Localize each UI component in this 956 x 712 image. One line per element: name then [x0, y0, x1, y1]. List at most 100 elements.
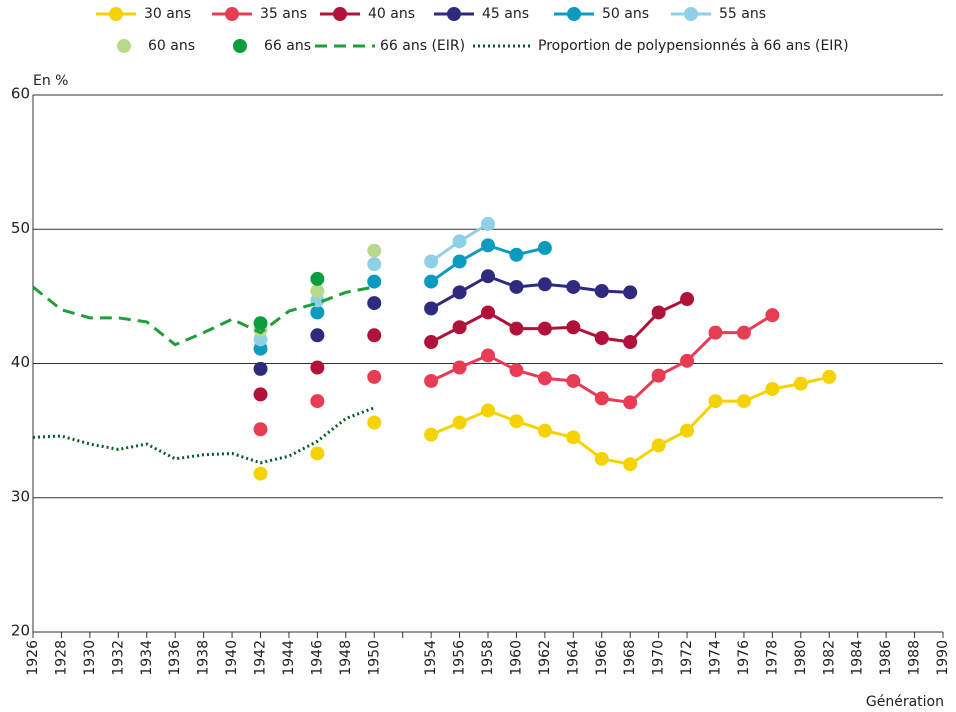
data-point: [509, 279, 524, 294]
y-axis-label: En %: [33, 73, 68, 89]
legend-label: 66 ans (EIR): [380, 38, 465, 54]
x-tick-label: 1970: [651, 640, 667, 676]
data-point: [424, 335, 439, 350]
legend-marker: [333, 7, 347, 21]
data-point: [566, 320, 581, 335]
data-point: [594, 330, 609, 345]
x-tick-label: 1968: [622, 640, 638, 676]
x-tick-label: 1956: [452, 640, 468, 676]
data-point: [424, 373, 439, 388]
data-point: [708, 325, 723, 340]
data-point: [452, 415, 467, 430]
x-tick-label: 1978: [764, 640, 780, 676]
data-point: [253, 387, 268, 402]
data-point: [736, 325, 751, 340]
x-tick-label: 1948: [338, 640, 354, 676]
legend-label: 35 ans: [260, 6, 307, 22]
data-point: [566, 430, 581, 445]
data-point: [310, 328, 325, 343]
data-point: [452, 254, 467, 269]
x-tick-label: 1926: [25, 640, 41, 676]
x-tick-label: 1930: [82, 640, 98, 676]
data-point: [680, 423, 695, 438]
data-point: [623, 395, 638, 410]
data-point: [452, 234, 467, 249]
legend-marker: [567, 7, 581, 21]
y-tick-label: 60: [11, 85, 30, 103]
legend-label: 30 ans: [144, 6, 191, 22]
data-point: [481, 269, 495, 284]
x-tick-label: 1990: [935, 640, 951, 676]
data-point: [310, 305, 325, 320]
data-point: [310, 284, 325, 299]
data-point: [509, 247, 524, 262]
data-point: [623, 457, 638, 472]
series-line: [430, 297, 688, 344]
data-point: [310, 360, 325, 375]
x-tick-label: 1958: [480, 640, 496, 676]
data-point: [566, 279, 581, 294]
series-line: [32, 285, 375, 347]
data-point: [651, 438, 666, 453]
series-line: [32, 406, 375, 465]
x-tick-label: 1972: [679, 640, 695, 676]
legend-marker: [109, 7, 123, 21]
data-point: [481, 348, 495, 363]
y-tick-label: 20: [11, 622, 30, 640]
x-tick-label: 1982: [821, 640, 837, 676]
data-point: [253, 422, 268, 437]
x-tick-label: 1932: [110, 640, 126, 676]
data-point: [310, 446, 325, 461]
x-tick-label: 1938: [196, 640, 212, 676]
data-point: [537, 277, 552, 292]
data-point: [481, 403, 495, 418]
data-point: [594, 284, 609, 299]
x-tick-label: 1940: [224, 640, 240, 676]
legend-marker: [684, 7, 698, 21]
x-tick-label: 1936: [167, 640, 183, 676]
data-point: [680, 353, 695, 368]
y-tick-label: 30: [11, 487, 30, 505]
data-point: [509, 321, 524, 336]
x-tick-label: 1944: [281, 640, 297, 676]
data-point: [481, 305, 495, 320]
x-tick-label: 1942: [253, 640, 269, 676]
x-tick-label: 1988: [907, 640, 923, 676]
data-point: [367, 415, 382, 430]
data-point: [623, 335, 638, 350]
legend-label: 40 ans: [368, 6, 415, 22]
data-point: [594, 391, 609, 406]
x-tick-label: 1928: [53, 640, 69, 676]
data-point: [367, 328, 382, 343]
legend-label: 45 ans: [482, 6, 529, 22]
data-point: [680, 292, 695, 307]
y-tick-label: 50: [11, 219, 30, 237]
data-point: [424, 254, 439, 269]
x-tick-label: 1950: [366, 640, 382, 676]
x-tick-label: 1966: [594, 640, 610, 676]
legend-marker: [447, 7, 461, 21]
y-tick-label: 40: [11, 353, 30, 371]
data-point: [537, 371, 552, 386]
data-point: [424, 427, 439, 442]
legend-label: 66 ans: [264, 38, 311, 54]
data-point: [424, 301, 439, 316]
data-point: [367, 369, 382, 384]
data-point: [253, 316, 268, 331]
data-point: [481, 216, 495, 231]
data-point: [594, 451, 609, 466]
data-point: [367, 243, 382, 258]
data-point: [424, 274, 439, 289]
data-point: [651, 368, 666, 383]
x-tick-label: 1964: [565, 640, 581, 676]
data-point: [509, 414, 524, 429]
data-point: [537, 241, 552, 256]
legend-marker: [233, 39, 247, 53]
x-tick-label: 1984: [850, 640, 866, 676]
data-point: [708, 394, 723, 409]
legend-label: 60 ans: [148, 38, 195, 54]
data-point: [537, 321, 552, 336]
data-point: [481, 238, 495, 253]
data-point: [452, 285, 467, 300]
x-tick-label: 1974: [708, 640, 724, 676]
